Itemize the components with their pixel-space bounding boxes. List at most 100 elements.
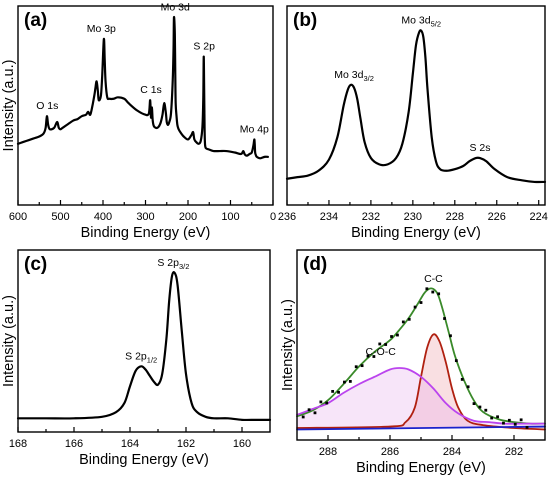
peak-label-s-2p-1-2: S 2p1/2 (125, 350, 157, 364)
x-tick-label: 162 (177, 438, 195, 450)
x-axis-label: Binding Energy (eV) (79, 452, 209, 468)
data-point (301, 415, 305, 419)
peak-label-mo-3d-5-2: Mo 3d5/2 (401, 15, 441, 29)
panel-label: (b) (293, 10, 317, 31)
data-point (425, 287, 429, 291)
data-point (343, 380, 346, 384)
series-line-4 (296, 425, 546, 431)
panel-c: 168 166 164 162 160 Binding Energy (eV) Intens… (1, 249, 272, 468)
x-tick-label: 166 (65, 438, 83, 450)
data-point (519, 418, 523, 422)
data-point (472, 402, 476, 405)
data-point (513, 422, 517, 426)
panel-b: 236 234 232 230 228 226 224 Binding Energy (eV)… (278, 5, 548, 241)
data-point (407, 317, 411, 321)
data-point (484, 408, 488, 412)
x-tick-label: 100 (221, 211, 239, 223)
peak-label-mo-3p: Mo 3p (87, 23, 116, 35)
data-point (431, 290, 435, 294)
series-line-1 (16, 15, 269, 160)
data-point (490, 416, 494, 420)
panel-label: (a) (24, 10, 47, 31)
x-tick-label: 400 (94, 211, 112, 223)
data-point (496, 415, 499, 419)
data-point (525, 425, 529, 429)
data-point (466, 385, 470, 389)
x-tick-label: 226 (488, 211, 506, 223)
x-axis-label: Binding Energy (eV) (356, 460, 486, 476)
data-point (348, 380, 352, 383)
x-tick-label: 228 (446, 211, 464, 223)
x-tick-label: 234 (320, 211, 338, 223)
peak-label-c-c: C-C (424, 273, 443, 285)
data-point (384, 343, 388, 346)
data-point (419, 301, 423, 304)
x-tick-label: 230 (404, 211, 422, 223)
data-point (454, 359, 458, 363)
x-tick-label: 300 (136, 211, 154, 223)
x-tick-label: 282 (505, 446, 523, 458)
data-point (507, 418, 511, 422)
data-point (443, 317, 446, 320)
panel-label: (c) (24, 254, 47, 275)
data-point (354, 365, 358, 369)
data-point (437, 292, 441, 296)
data-point (319, 400, 323, 404)
x-tick-label: 288 (319, 446, 337, 458)
data-point (325, 401, 329, 405)
x-tick-label: 0 (270, 211, 276, 223)
data-point (401, 320, 405, 324)
data-point (366, 354, 370, 358)
data-point (313, 411, 317, 415)
data-point (372, 355, 376, 358)
peak-label-s-2p: S 2p (193, 41, 215, 53)
plot-frame (286, 5, 546, 206)
peak-label-mo-4p: Mo 4p (240, 123, 269, 135)
data-point (360, 364, 364, 368)
x-tick-label: 164 (121, 438, 139, 450)
data-point (502, 421, 505, 425)
panel-d: 288 286 284 282 Binding Energy (eV) Intensity… (280, 249, 546, 476)
peak-label-mo-3d-3-2: Mo 3d3/2 (334, 69, 374, 83)
data-point (413, 305, 417, 309)
y-axis-label: Intensity (a.u.) (280, 299, 296, 391)
x-axis-label: Binding Energy (eV) (81, 225, 211, 241)
x-tick-label: 200 (179, 211, 197, 223)
x-tick-label: 500 (51, 211, 69, 223)
data-point (378, 342, 382, 346)
data-point (396, 333, 399, 337)
x-tick-label: 284 (443, 446, 461, 458)
y-axis-label: Intensity (a.u.) (1, 60, 17, 152)
fit-area (297, 334, 545, 430)
x-tick-label: 286 (381, 446, 399, 458)
data-point (337, 390, 340, 394)
x-axis-label: Binding Energy (eV) (351, 225, 481, 241)
x-tick-label: 600 (9, 211, 27, 223)
x-tick-label: 232 (362, 211, 380, 223)
series-line-1 (285, 29, 547, 184)
panel-a: 600 500 400 300 200 100 0 Binding Energy (eV) In… (1, 1, 276, 241)
series-line-1 (16, 271, 272, 422)
x-tick-label: 160 (233, 438, 251, 450)
fit-area (297, 368, 545, 430)
peak-label-s-2p-3-2: S 2p3/2 (157, 257, 189, 271)
peak-label-c-o-c: C-O-C (366, 346, 397, 358)
data-point (331, 389, 335, 393)
peak-label-s-2s: S 2s (469, 142, 490, 154)
data-point (307, 408, 311, 412)
panel-label: (d) (303, 254, 327, 275)
data-point (460, 377, 464, 381)
x-tick-label: 168 (9, 438, 27, 450)
data-point (390, 335, 393, 338)
series-line-1 (296, 287, 546, 425)
data-point (449, 334, 452, 338)
peak-label-c-1s: C 1s (140, 84, 162, 96)
peak-label-mo-3d: Mo 3d (161, 1, 190, 13)
peak-label-o-1s: O 1s (36, 100, 58, 112)
x-tick-label: 236 (278, 211, 296, 223)
x-tick-label: 224 (530, 211, 548, 223)
data-point (478, 405, 482, 409)
series-line-2 (296, 333, 546, 431)
plot-frame (17, 249, 271, 433)
